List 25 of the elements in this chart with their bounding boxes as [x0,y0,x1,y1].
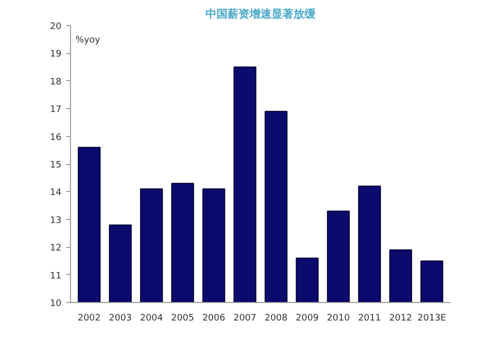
y-tick-label: 14 [50,188,62,198]
x-tick-label: 2009 [296,314,319,324]
x-tick-label: 2010 [326,314,350,324]
x-tick-label: 2013E [418,314,446,324]
y-tick-label: 11 [50,271,62,282]
x-tick-label: 2004 [140,314,164,324]
x-tick-label: 2003 [108,314,132,324]
x-tick-label: 2002 [78,314,101,324]
y-tick-label: 15 [50,160,62,170]
y-tick-label: 19 [50,50,62,60]
x-tick-label: 2006 [202,314,226,324]
x-tick-label: 2007 [233,314,256,324]
y-axis-title: %yoy [76,36,101,46]
x-tick-label: 2005 [171,314,194,324]
y-tick-label: 13 [50,216,62,226]
x-tick-label: 2011 [358,314,381,324]
x-tick-label: 2008 [264,314,288,324]
y-tick-label: 16 [50,132,62,143]
y-tick-label: 17 [50,105,62,116]
y-tick-label: 12 [50,244,62,254]
y-tick-label: 10 [50,299,62,309]
y-tick-label: 18 [50,77,62,88]
x-tick-label: 2012 [389,314,412,324]
y-tick-label: 20 [50,22,62,32]
chart-title: 中国薪资增速显著放缓 [206,8,316,20]
